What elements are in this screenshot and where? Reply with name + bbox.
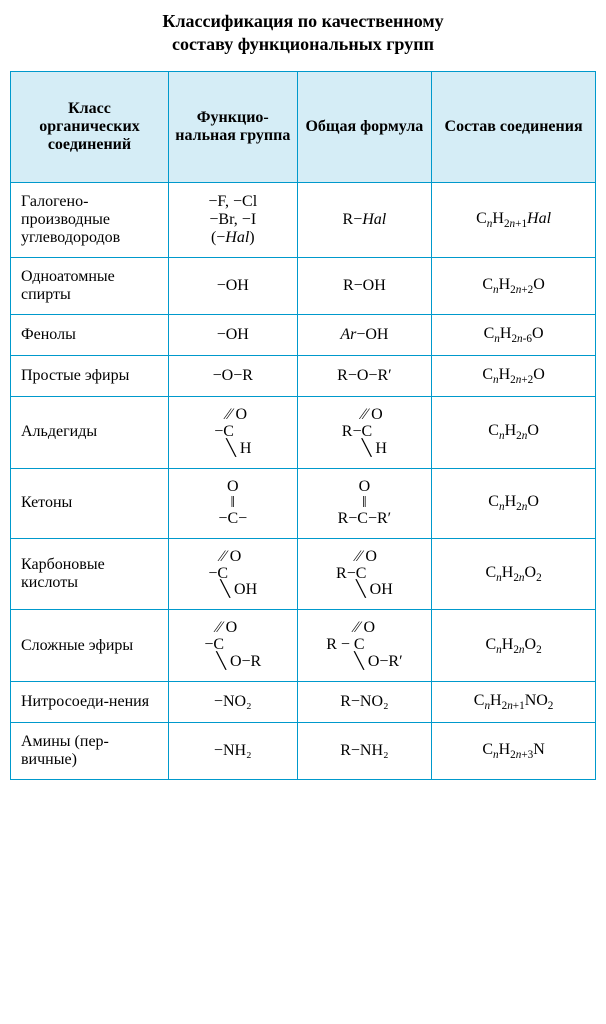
composition-cell: CnH2nO2 (432, 610, 596, 682)
composition-cell: CnH2n+3N (432, 723, 596, 780)
class-name-cell: Нитросоеди-нения (11, 681, 169, 722)
header-col-4: Состав соединения (432, 71, 596, 182)
title-line2: составу функциональных групп (172, 34, 434, 54)
functional-group-cell: O‖−C− (168, 468, 297, 538)
header-col-1: Класс органических соединений (11, 71, 169, 182)
header-row: Класс органических соединений Функцио-на… (11, 71, 596, 182)
general-formula-cell: R−OH (297, 257, 432, 314)
functional-group-cell: −O−R (168, 355, 297, 396)
class-name-cell: Альдегиды (11, 397, 169, 469)
general-formula-cell: R−O−R′ (297, 355, 432, 396)
general-formula-cell: ⁄⁄ OR−C ╲ H (297, 397, 432, 469)
general-formula-cell: R−NO₂ (297, 681, 432, 722)
class-name-cell: Одноатомные спирты (11, 257, 169, 314)
header-col-2: Функцио-нальная группа (168, 71, 297, 182)
table-title: Классификация по качественному составу ф… (10, 10, 596, 57)
general-formula-cell: ⁄⁄ OR−C ╲ OH (297, 538, 432, 610)
composition-cell: CnH2nO (432, 397, 596, 469)
general-formula-cell: Ar−OH (297, 314, 432, 355)
general-formula-cell: O‖R−C−R′ (297, 468, 432, 538)
functional-group-cell: −F, −Cl−Br, −I(−Hal) (168, 182, 297, 257)
class-name-cell: Простые эфиры (11, 355, 169, 396)
chem-table: Класс органических соединений Функцио-на… (10, 71, 596, 780)
composition-cell: CnH2n-6O (432, 314, 596, 355)
class-name-cell: Амины (пер-вичные) (11, 723, 169, 780)
table-row: Сложные эфиры ⁄⁄ O−C ╲ O−R ⁄⁄ OR − C ╲ O… (11, 610, 596, 682)
class-name-cell: Кетоны (11, 468, 169, 538)
table-row: Одноатомные спирты−OHR−OHCnH2n+2O (11, 257, 596, 314)
title-line1: Классификация по качественному (162, 11, 443, 31)
functional-group-cell: ⁄⁄ O−C ╲ O−R (168, 610, 297, 682)
composition-cell: CnH2nO2 (432, 538, 596, 610)
table-row: КетоныO‖−C−O‖R−C−R′CnH2nO (11, 468, 596, 538)
table-row: Карбоновые кислоты ⁄⁄ O−C ╲ OH ⁄⁄ OR−C ╲… (11, 538, 596, 610)
functional-group-cell: −NH₂ (168, 723, 297, 780)
functional-group-cell: −OH (168, 257, 297, 314)
functional-group-cell: −NO₂ (168, 681, 297, 722)
functional-group-cell: ⁄⁄ O−C ╲ OH (168, 538, 297, 610)
functional-group-cell: ⁄⁄ O−C ╲ H (168, 397, 297, 469)
header-col-3: Общая формула (297, 71, 432, 182)
table-row: Фенолы−OHAr−OHCnH2n-6O (11, 314, 596, 355)
composition-cell: CnH2n+1Hal (432, 182, 596, 257)
table-row: Нитросоеди-нения−NO₂R−NO₂CnH2n+1NO2 (11, 681, 596, 722)
composition-cell: CnH2n+2O (432, 257, 596, 314)
general-formula-cell: ⁄⁄ OR − C ╲ O−R′ (297, 610, 432, 682)
general-formula-cell: R−Hal (297, 182, 432, 257)
table-row: Галогено-производные углеводородов−F, −C… (11, 182, 596, 257)
class-name-cell: Фенолы (11, 314, 169, 355)
composition-cell: CnH2nO (432, 468, 596, 538)
composition-cell: CnH2n+1NO2 (432, 681, 596, 722)
table-row: Амины (пер-вичные)−NH₂R−NH₂CnH2n+3N (11, 723, 596, 780)
class-name-cell: Карбоновые кислоты (11, 538, 169, 610)
general-formula-cell: R−NH₂ (297, 723, 432, 780)
class-name-cell: Сложные эфиры (11, 610, 169, 682)
table-row: Простые эфиры−O−RR−O−R′CnH2n+2O (11, 355, 596, 396)
class-name-cell: Галогено-производные углеводородов (11, 182, 169, 257)
table-row: Альдегиды ⁄⁄ O−C ╲ H ⁄⁄ OR−C ╲ HCnH2nO (11, 397, 596, 469)
functional-group-cell: −OH (168, 314, 297, 355)
composition-cell: CnH2n+2O (432, 355, 596, 396)
